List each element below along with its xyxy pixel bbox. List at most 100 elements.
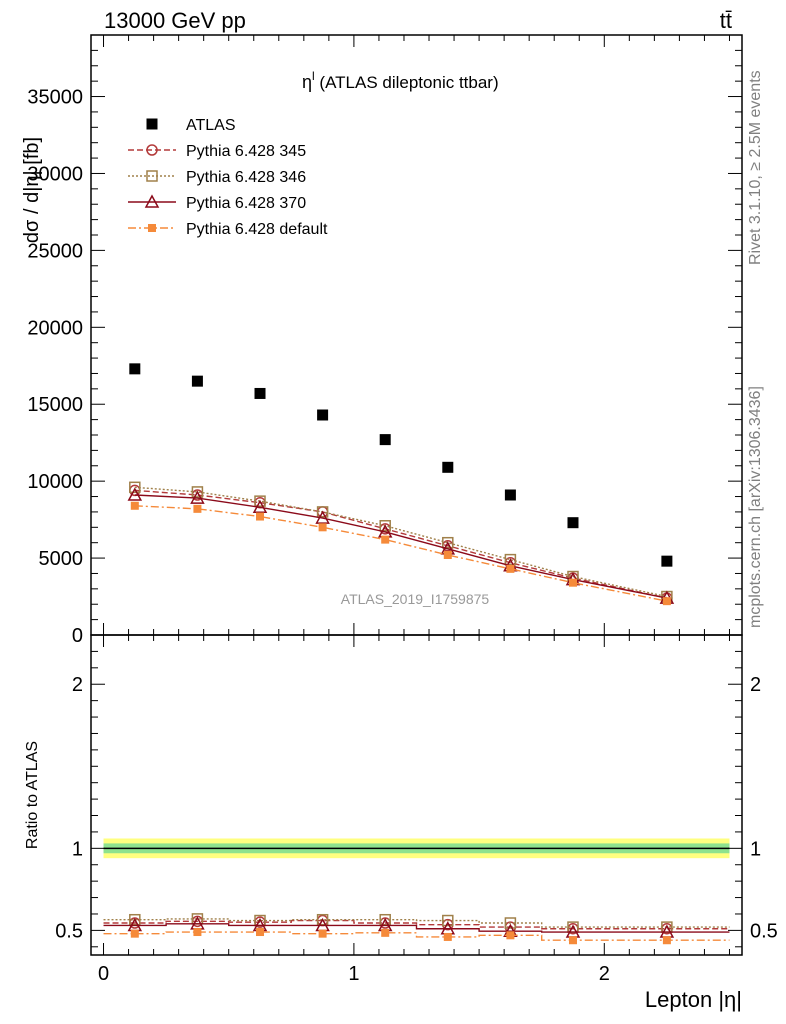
- data-point-pdefault: [381, 535, 390, 544]
- title-superscript: l: [312, 69, 315, 83]
- data-point-atlas: [129, 363, 141, 375]
- legend-label: Pythia 6.428 default: [186, 221, 328, 238]
- main-y-tick-label: 20000: [27, 317, 83, 339]
- data-point-pdefault: [662, 597, 671, 606]
- data-point-pdefault: [443, 551, 452, 559]
- data-point-atlas: [254, 387, 266, 399]
- legend-swatch-marker: [146, 170, 158, 182]
- main-y-tick-label: 35000: [27, 87, 83, 109]
- data-point-p370: [315, 510, 330, 524]
- legend-label: Pythia 6.428 345: [186, 143, 306, 160]
- data-point-atlas: [317, 409, 329, 421]
- ratio-series-pdefault: [103, 928, 730, 945]
- data-point-p346: [254, 495, 266, 507]
- data-point-pdefault: [130, 501, 139, 510]
- main-plot-panel: 0 5000 10000 15000 20000 25000 30000 35000: [27, 34, 743, 647]
- ratio-panel-x-ticks: [103, 635, 730, 955]
- legend-item-p370: Pythia 6.428 370: [128, 194, 306, 212]
- legend-item-atlas: ATLAS: [146, 117, 236, 134]
- legend: ATLAS Pythia 6.428 345 Pythia 6.428 346 Pyt…: [128, 117, 328, 238]
- data-point-atlas: [191, 375, 203, 387]
- ratio-y-tick-label: 1: [72, 838, 83, 860]
- main-panel-x-ticks: [103, 35, 730, 635]
- main-y-tick-label: 25000: [27, 240, 83, 262]
- collision-energy-label: 13000 GeV pp: [104, 8, 246, 33]
- title-rest: (ATLAS dileptonic ttbar): [315, 73, 499, 92]
- legend-item-p346: Pythia 6.428 346: [128, 169, 306, 186]
- ratio-y-axis-title: Ratio to ATLAS: [24, 741, 41, 849]
- series-atlas: [129, 363, 673, 567]
- main-y-tick-label: 10000: [27, 471, 83, 493]
- analysis-watermark: ATLAS_2019_I1759875: [341, 591, 490, 607]
- series-pdefault: [130, 501, 671, 606]
- legend-swatch-marker: [144, 194, 160, 208]
- main-y-tick-label: 30000: [27, 163, 83, 185]
- ratio-y-tick-label-right: 1: [750, 838, 761, 860]
- ratio-line-pdefault: [103, 931, 730, 941]
- data-point-pdefault: [318, 523, 327, 532]
- process-label: tt̄: [720, 8, 732, 33]
- legend-swatch-marker: [148, 224, 156, 232]
- x-tick-label: 1: [348, 963, 359, 985]
- data-point-pdefault: [506, 564, 515, 573]
- data-point-p346: [129, 481, 141, 494]
- data-point-p346: [504, 553, 517, 566]
- series-line-p346: [134, 486, 668, 598]
- ratio-point-pdefault: [506, 931, 515, 940]
- ratio-point-pdefault: [662, 936, 671, 945]
- data-point-p370: [127, 487, 143, 501]
- ratio-y-tick-label: 0.5: [55, 920, 83, 942]
- rivet-version-label: Rivet 3.1.10, ≥ 2.5M events: [747, 70, 764, 265]
- data-point-p346: [379, 520, 391, 532]
- ratio-point-pdefault: [381, 928, 390, 937]
- ratio-panel-frame: [90, 634, 743, 956]
- legend-label: ATLAS: [186, 117, 236, 134]
- ratio-point-pdefault: [318, 929, 327, 938]
- main-y-axis-title: dσ / d|η| [fb]: [21, 137, 43, 243]
- main-y-tick-label: 5000: [39, 548, 84, 570]
- ratio-point-pdefault: [193, 928, 202, 937]
- data-point-p370: [190, 490, 205, 504]
- mcplots-label: mcplots.cern.ch [arXiv:1306.3436]: [747, 386, 764, 628]
- main-y-tick-label: 15000: [27, 394, 83, 416]
- legend-item-p345: Pythia 6.428 345: [128, 143, 306, 160]
- legend-swatch-marker: [146, 144, 158, 156]
- data-point-p346: [316, 506, 329, 518]
- legend-swatch-marker: [146, 118, 158, 130]
- x-axis-title: Lepton |η|: [645, 987, 742, 1012]
- ratio-point-p346: [442, 914, 454, 927]
- data-point-atlas: [661, 555, 673, 567]
- legend-label: Pythia 6.428 346: [186, 169, 306, 186]
- ratio-y-tick-label: 2: [72, 674, 83, 696]
- ratio-point-p346: [129, 913, 141, 926]
- data-point-p346: [191, 486, 204, 498]
- data-point-atlas: [504, 489, 516, 501]
- ratio-line-p345: [103, 919, 730, 930]
- data-point-pdefault: [256, 512, 265, 521]
- legend-label: Pythia 6.428 370: [186, 195, 306, 212]
- x-tick-label: 2: [599, 963, 610, 985]
- data-point-pdefault: [193, 504, 202, 513]
- ratio-point-pdefault: [443, 932, 452, 941]
- main-panel-title: ηl (ATLAS dileptonic ttbar): [302, 69, 499, 92]
- series-line-p345: [134, 489, 668, 599]
- series-line-p370: [134, 494, 668, 599]
- ratio-line-p370: [103, 923, 730, 933]
- series-p345: [129, 484, 673, 604]
- data-point-p370: [252, 499, 268, 514]
- ratio-point-p346: [504, 917, 517, 929]
- ratio-point-pdefault: [256, 928, 265, 937]
- data-point-pdefault: [568, 578, 577, 587]
- legend-item-pdefault: Pythia 6.428 default: [128, 221, 328, 238]
- main-y-ticks: [91, 34, 742, 636]
- ratio-plot-panel: 0.5 0.5 1 1 2 2 0 1 2: [55, 634, 778, 985]
- title-eta: η: [302, 72, 312, 92]
- data-point-atlas: [442, 461, 454, 473]
- ratio-point-p346: [379, 913, 391, 926]
- ratio-y-ticks: [91, 650, 742, 948]
- x-tick-label: 0: [98, 963, 109, 985]
- ratio-point-pdefault: [568, 936, 577, 945]
- main-y-tick-label: 0: [72, 625, 83, 647]
- data-point-atlas: [567, 517, 579, 529]
